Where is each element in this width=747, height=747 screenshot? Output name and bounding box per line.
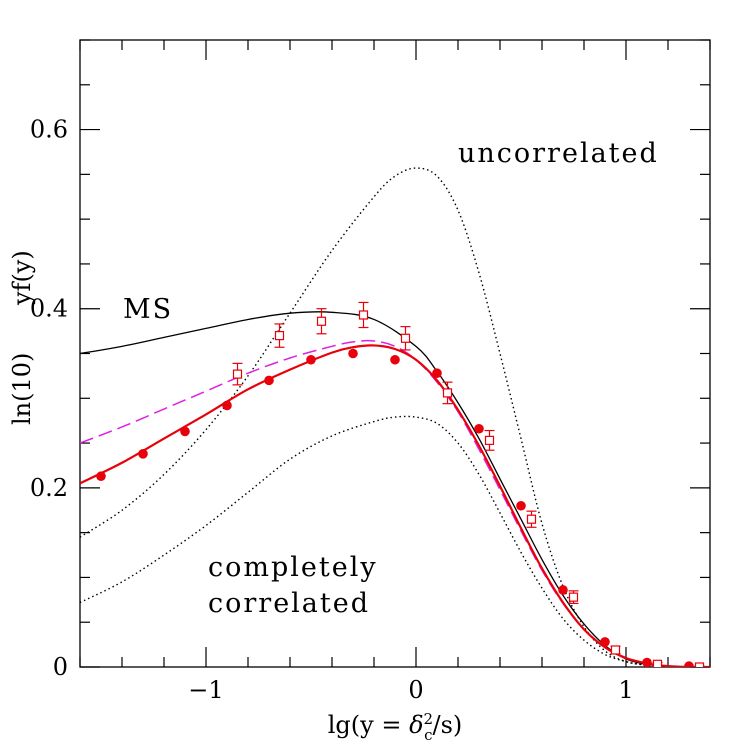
x-tick-label: 0	[408, 676, 423, 704]
open-square-point	[610, 645, 621, 655]
y-axis-label-left: ln(10)	[8, 353, 36, 425]
filled-circle-point	[558, 585, 568, 595]
y-tick-label: 0.4	[30, 295, 68, 323]
data-markers	[96, 301, 705, 667]
x-tick-label: −1	[188, 676, 223, 704]
filled-circle-point	[684, 661, 694, 667]
filled-circle-point	[390, 354, 400, 365]
open-square-point	[526, 514, 537, 524]
filled-circle-point	[600, 637, 610, 647]
filled-circle-point	[432, 368, 442, 379]
x-axis-label-pre: lg(y =	[328, 711, 409, 739]
filled-circle-point	[306, 354, 316, 365]
annotation-ms: MS	[123, 294, 173, 325]
series-line-completely-correlated	[80, 415, 710, 667]
filled-circle-point	[264, 375, 274, 386]
open-square-point	[652, 659, 663, 667]
y-axis-label-right: yf(y)	[8, 250, 36, 306]
open-square-point	[274, 330, 285, 341]
annotation-correlated: correlated	[208, 588, 370, 619]
open-square-point	[694, 662, 705, 667]
open-square-point	[232, 369, 243, 379]
series-line-red-solid	[80, 344, 710, 667]
y-tick-label: 0.2	[30, 474, 68, 502]
x-axis-label-sub: c	[424, 726, 432, 744]
series-line-ms	[80, 311, 710, 667]
axis-ticks	[79, 39, 711, 668]
open-square-point	[442, 388, 453, 398]
x-axis-label-sup: 2	[424, 710, 434, 728]
filled-circle-point	[516, 500, 526, 511]
annotation-completely: completely	[208, 552, 378, 583]
filled-circle-point	[642, 657, 652, 667]
x-axis-label: lg(y = δ2 c/s)	[328, 710, 463, 744]
open-square-point	[484, 435, 495, 445]
curves	[80, 167, 710, 667]
series-line-uncorrelated	[80, 167, 710, 667]
open-square-point	[316, 316, 327, 326]
x-axis-label-delta: δ	[409, 711, 423, 739]
filled-circle-point	[180, 426, 190, 437]
filled-circle-point	[348, 348, 358, 359]
filled-circle-point	[138, 449, 148, 459]
filled-circle-point	[222, 400, 232, 411]
x-axis-label-post: /s)	[432, 711, 462, 739]
y-tick-label: 0.6	[30, 116, 68, 144]
open-square-point	[400, 333, 411, 343]
open-square-point	[358, 310, 369, 320]
y-tick-label: 0	[53, 653, 68, 681]
tick-labels: −1 0 1 0 0.2 0.4 0.6	[30, 116, 634, 704]
filled-circle-point	[474, 423, 484, 434]
annotation-uncorrelated: uncorrelated	[458, 138, 659, 169]
open-square-point	[568, 592, 579, 602]
x-tick-label: 1	[618, 676, 633, 704]
filled-circle-point	[96, 471, 106, 482]
